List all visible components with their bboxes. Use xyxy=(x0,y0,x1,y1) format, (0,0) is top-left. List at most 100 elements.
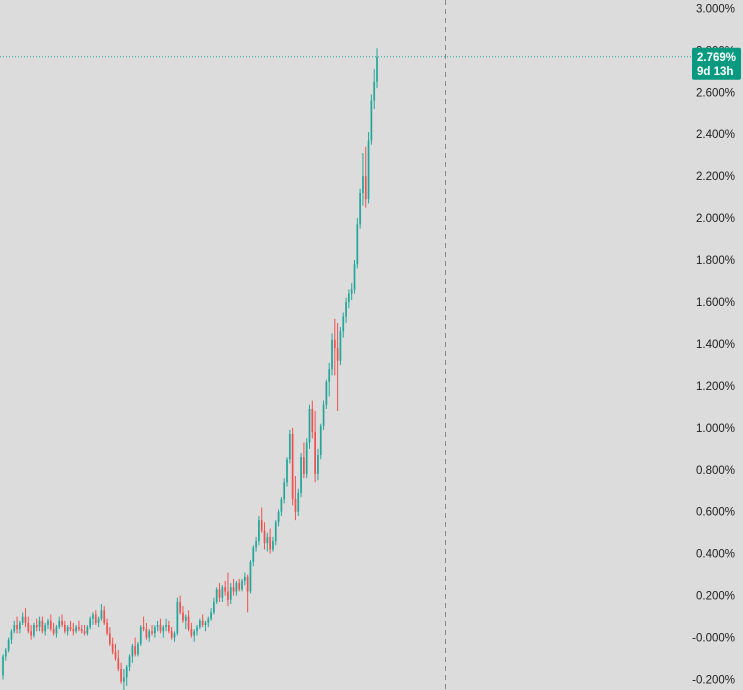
candle-body xyxy=(314,432,316,474)
candle-body xyxy=(364,176,367,200)
candle-body xyxy=(353,264,356,290)
y-tick-label: 2.000% xyxy=(696,213,735,225)
candle-body xyxy=(38,620,41,628)
candle-body xyxy=(111,643,114,653)
candle-body xyxy=(213,601,215,613)
candle-body xyxy=(280,499,283,512)
y-tick-label: 1.400% xyxy=(696,339,735,351)
candle-body xyxy=(241,580,243,590)
y-tick-label: 2.200% xyxy=(696,171,735,183)
y-tick-label: 2.400% xyxy=(696,129,735,141)
candle-body xyxy=(333,339,336,349)
candle-body xyxy=(170,631,173,638)
candle-body xyxy=(322,404,325,426)
candle-body xyxy=(283,482,286,500)
y-tick-label: 0.200% xyxy=(696,591,735,603)
candle-body xyxy=(258,520,260,542)
candle-body xyxy=(30,631,32,636)
candle-body xyxy=(61,620,63,625)
candle-body xyxy=(227,591,229,600)
candle-body xyxy=(288,434,291,460)
candle-body xyxy=(345,302,347,317)
candle-body xyxy=(187,616,190,630)
candle-body xyxy=(204,622,207,625)
candle-body xyxy=(350,289,353,294)
candle-body xyxy=(376,56,378,82)
candle-body xyxy=(249,562,252,592)
candle-body xyxy=(286,459,288,483)
candle-body xyxy=(308,408,311,443)
candle-body xyxy=(10,631,13,640)
candle-body xyxy=(131,645,134,657)
candle-body xyxy=(108,633,111,644)
candle-body xyxy=(165,624,167,628)
y-tick-label: 1.600% xyxy=(696,297,735,309)
candle-body xyxy=(370,100,373,141)
candle-body xyxy=(63,624,66,632)
candle-body xyxy=(229,587,232,600)
y-tick-label: 0.800% xyxy=(696,465,735,477)
candle-series xyxy=(2,48,378,690)
candle-body xyxy=(319,425,322,456)
candle-body xyxy=(72,629,75,632)
candle-body xyxy=(78,627,80,630)
candle-body xyxy=(137,643,139,655)
y-tick-label: -0.000% xyxy=(692,633,735,645)
y-tick-label: 1.000% xyxy=(696,423,735,435)
candle-body xyxy=(300,457,302,493)
candle-body xyxy=(156,624,159,628)
candle-body xyxy=(44,624,47,632)
candle-body xyxy=(305,442,308,474)
candle-body xyxy=(325,381,328,405)
candle-body xyxy=(103,610,106,623)
candle-body xyxy=(80,629,83,632)
candle-body xyxy=(49,620,52,630)
candle-body xyxy=(356,224,359,265)
candle-body xyxy=(75,627,77,632)
candle-body xyxy=(52,629,55,634)
last-value-label: 2.769% xyxy=(697,52,736,64)
candle-body xyxy=(339,331,342,361)
candle-body xyxy=(2,656,4,676)
candle-body xyxy=(348,293,350,303)
candle-body xyxy=(260,520,263,531)
y-axis[interactable]: 3.000%2.800%2.600%2.400%2.200%2.000%1.80… xyxy=(692,3,735,686)
candle-body xyxy=(106,622,108,634)
candle-body xyxy=(148,631,151,638)
candle-body xyxy=(210,612,212,619)
candle-body xyxy=(373,81,376,101)
candle-body xyxy=(21,616,24,623)
candle-body xyxy=(269,536,272,550)
candle-body xyxy=(89,618,92,628)
candle-body xyxy=(58,620,61,628)
candle-body xyxy=(4,650,7,657)
candle-body xyxy=(193,631,196,636)
candle-body xyxy=(311,408,314,433)
candle-body xyxy=(13,624,16,632)
candle-body xyxy=(83,631,86,634)
candle-body xyxy=(359,192,361,225)
candle-body xyxy=(97,618,100,623)
candle-body xyxy=(16,624,18,630)
candle-body xyxy=(162,627,165,632)
candle-body xyxy=(294,499,297,512)
candle-body xyxy=(246,576,249,592)
candle-body xyxy=(55,627,58,634)
candle-body xyxy=(274,522,277,542)
candle-body xyxy=(24,616,27,623)
candle-body xyxy=(128,656,131,667)
candle-body xyxy=(134,645,137,655)
y-tick-label: 2.600% xyxy=(696,87,735,99)
candle-body xyxy=(123,677,125,682)
candle-body xyxy=(201,620,204,625)
candle-body xyxy=(66,627,69,632)
y-tick-label: 0.600% xyxy=(696,507,735,519)
last-value-badge: 2.769% 9d 13h xyxy=(692,47,741,80)
candle-body xyxy=(35,624,38,628)
candle-body xyxy=(145,629,148,638)
candle-body xyxy=(86,627,89,634)
candle-body xyxy=(168,624,170,632)
candle-body xyxy=(235,583,238,592)
